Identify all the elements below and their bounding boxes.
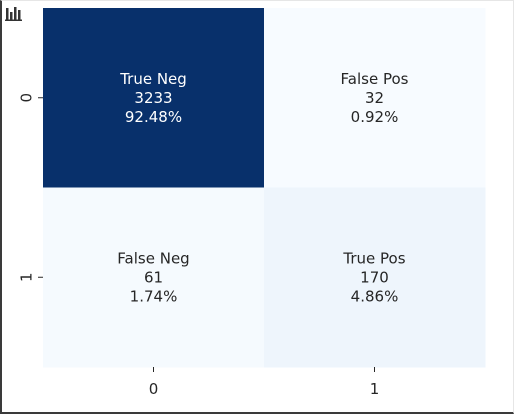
- cell-count-r1-c0: 61: [144, 268, 163, 286]
- x-tick-label-1: 1: [370, 380, 380, 398]
- heatmap-cell-r0-c1: [264, 8, 486, 188]
- cell-label-r0-c0: True Neg: [119, 70, 187, 88]
- x-tick-label-0: 0: [149, 380, 159, 398]
- heatmap-cells: [43, 8, 486, 368]
- axis-ticks: 0 1 0 1: [18, 93, 380, 398]
- heatmap-cell-r1-c1: [264, 187, 486, 368]
- cell-percent-r1-c1: 4.86%: [351, 287, 399, 305]
- y-tick-label-0: 0: [18, 93, 36, 103]
- cell-percent-r0-c1: 0.92%: [351, 108, 399, 126]
- bar-chart-icon[interactable]: [5, 5, 23, 21]
- cell-count-r0-c0: 3233: [134, 89, 172, 107]
- cell-count-r1-c1: 170: [360, 268, 389, 286]
- y-tick-label-1: 1: [18, 272, 36, 282]
- cell-label-r0-c1: False Pos: [341, 70, 409, 88]
- heatmap-cell-r1-c0: [43, 187, 265, 368]
- cell-percent-r0-c0: 92.48%: [125, 108, 182, 126]
- cell-label-r1-c0: False Neg: [117, 249, 189, 267]
- heatmap-cell-r0-c0: [43, 8, 265, 188]
- cell-count-r0-c1: 32: [365, 89, 384, 107]
- cell-label-r1-c1: True Pos: [342, 249, 405, 267]
- cell-percent-r1-c0: 1.74%: [130, 287, 178, 305]
